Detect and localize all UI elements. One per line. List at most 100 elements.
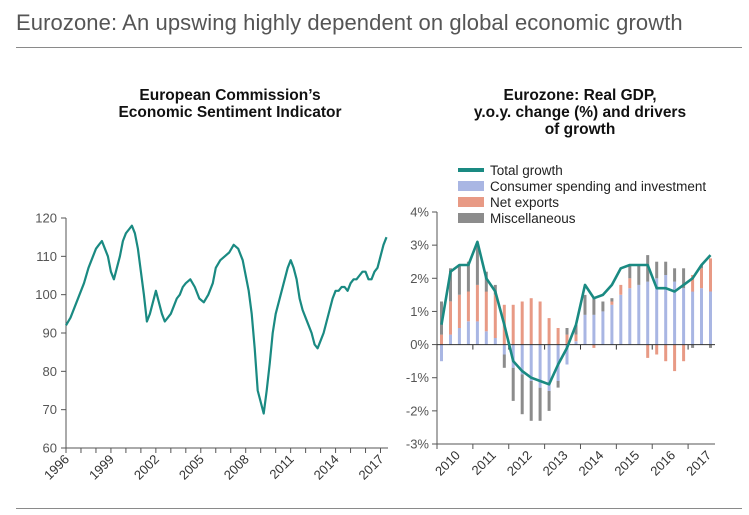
gdp-bar-consumer: [502, 344, 506, 355]
gdp-x-tick-label: 2014: [575, 448, 606, 479]
page-title: Eurozone: An upswing highly dependent on…: [16, 10, 683, 35]
gdp-bar-consumer: [637, 284, 641, 345]
gdp-bar-misc: [484, 271, 488, 292]
gdp-bar-consumer: [709, 291, 712, 345]
legend-swatch-consumer: [458, 181, 484, 191]
legend-label-consumer: Consumer spending and investment: [490, 179, 706, 194]
gdp-y-tick-label: -1%: [406, 370, 430, 385]
gdp-bar-net-exports: [574, 334, 578, 342]
gdp-bar-misc: [664, 261, 668, 275]
gdp-bar-net-exports: [673, 344, 677, 372]
esi-title-line-2: Economic Sentiment Indicator: [118, 104, 342, 121]
gdp-y-tick-label: 1%: [410, 304, 429, 319]
esi-x-tick-label: 1999: [86, 452, 117, 483]
gdp-x-tick-label: 2011: [469, 448, 499, 478]
gdp-bar-consumer: [475, 321, 479, 345]
gdp-bar-net-exports: [691, 275, 695, 292]
gdp-x-tick-label: 2017: [683, 448, 714, 479]
gdp-bar-consumer: [592, 314, 596, 345]
gdp-bar-misc: [574, 324, 578, 335]
gdp-bar-misc: [556, 381, 560, 388]
legend-label-net-exports: Net exports: [490, 195, 559, 210]
gdp-bar-consumer: [457, 328, 461, 345]
gdp-y-tick-label: -2%: [406, 403, 430, 418]
esi-y-tick-label: 120: [35, 211, 57, 226]
gdp-bar-consumer: [601, 311, 605, 345]
gdp-bar-consumer: [574, 341, 578, 345]
gdp-bar-misc: [457, 265, 461, 295]
gdp-y-tick-label: 2%: [410, 271, 429, 286]
gdp-bar-consumer: [466, 321, 470, 345]
gdp-bar-misc: [529, 381, 533, 421]
gdp-bar-consumer: [449, 334, 452, 345]
gdp-bar-misc: [520, 374, 524, 415]
gdp-bar-consumer: [484, 331, 488, 345]
gdp-bar-consumer: [538, 344, 542, 388]
gdp-title-line-1: Eurozone: Real GDP,: [503, 87, 657, 104]
esi-x-tick-label: 2008: [221, 452, 252, 483]
gdp-bar-net-exports: [538, 301, 542, 345]
gdp-chart-title: Eurozone: Real GDP, y.o.y. change (%) an…: [430, 87, 730, 138]
esi-series-line: [65, 224, 388, 415]
top-divider: [16, 47, 742, 48]
gdp-x-tick-label: 2013: [540, 448, 571, 479]
gdp-bar-consumer: [646, 281, 650, 345]
gdp-bar-net-exports: [466, 291, 470, 322]
gdp-bar-misc: [466, 261, 470, 292]
gdp-y-tick-label: 0%: [410, 337, 429, 352]
gdp-x-tick-label: 2012: [504, 448, 535, 479]
gdp-bar-net-exports: [610, 301, 614, 305]
gdp-y-tick-label: -3%: [406, 437, 430, 452]
gdp-bar-misc: [637, 265, 641, 285]
gdp-bar-net-exports: [682, 344, 686, 362]
gdp-x-tick-label: 2010: [432, 448, 463, 479]
gdp-bar-misc: [583, 294, 587, 315]
gdp-bar-consumer: [529, 344, 533, 382]
gdp-bar-consumer: [682, 288, 686, 345]
gdp-bar-misc: [538, 387, 542, 421]
gdp-bar-net-exports: [529, 298, 533, 345]
legend-swatch-misc: [458, 213, 484, 223]
gdp-bar-misc: [655, 261, 659, 279]
gdp-bar-net-exports: [565, 334, 569, 345]
gdp-bar-net-exports: [440, 334, 443, 345]
gdp-bar-consumer: [440, 344, 443, 362]
esi-x-tick-label: 1996: [41, 452, 72, 483]
esi-y-tick-label: 80: [43, 364, 57, 379]
gdp-bar-misc: [610, 298, 614, 302]
gdp-bar-consumer: [619, 294, 623, 345]
gdp-bar-consumer: [610, 304, 614, 345]
gdp-bar-misc: [628, 265, 632, 279]
gdp-bar-misc: [449, 268, 452, 302]
esi-chart-title: European Commission’s Economic Sentiment…: [80, 87, 380, 121]
gdp-bar-misc: [682, 268, 686, 289]
gdp-bar-consumer: [520, 344, 524, 375]
gdp-title-line-2: y.o.y. change (%) and drivers: [473, 104, 687, 121]
bottom-divider: [16, 508, 742, 509]
gdp-bar-misc: [547, 391, 551, 411]
gdp-bar-net-exports: [709, 258, 712, 292]
gdp-bar-misc: [709, 344, 712, 348]
gdp-bar-consumer: [628, 288, 632, 345]
gdp-bar-misc: [592, 298, 596, 315]
gdp-bar-consumer: [700, 288, 703, 345]
legend-swatch-net-exports: [458, 197, 484, 207]
esi-y-tick-label: 70: [43, 402, 57, 417]
gdp-bar-net-exports: [493, 294, 497, 338]
esi-y-tick-label: 60: [43, 441, 57, 456]
gdp-bar-net-exports: [475, 284, 479, 322]
gdp-bar-misc: [673, 268, 677, 282]
gdp-bar-net-exports: [664, 344, 668, 362]
gdp-bar-misc: [565, 328, 569, 335]
gdp-bar-consumer: [655, 278, 659, 345]
gdp-total-growth-line: [440, 240, 712, 386]
gdp-x-tick-label: 2016: [647, 448, 678, 479]
gdp-bar-consumer: [565, 344, 569, 365]
esi-y-tick-label: 90: [43, 326, 57, 341]
gdp-title-line-3: of growth: [544, 121, 616, 138]
gdp-bar-net-exports: [619, 284, 623, 295]
gdp-bar-net-exports: [484, 291, 488, 332]
gdp-x-tick-label: 2015: [611, 448, 642, 479]
gdp-bar-consumer: [691, 291, 695, 345]
